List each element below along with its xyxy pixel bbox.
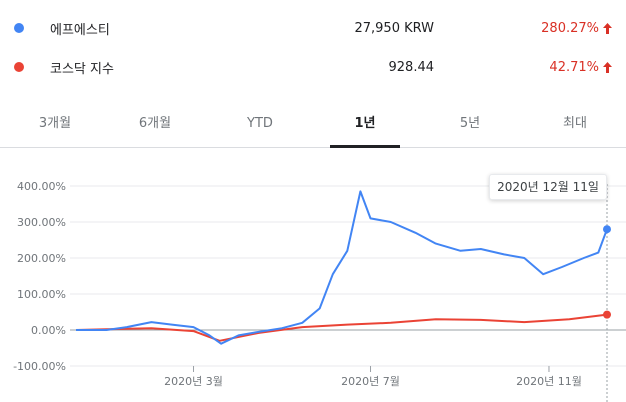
series-line bbox=[76, 190, 608, 345]
y-tick-label: 0.00% bbox=[31, 324, 66, 337]
tab-6-months[interactable]: 6개월 bbox=[138, 116, 172, 131]
x-tick-label: 2020년 3월 bbox=[164, 375, 223, 388]
series-value: 928.44 bbox=[388, 59, 435, 75]
arrow-up-icon bbox=[603, 22, 612, 34]
series-change: 42.71% bbox=[549, 60, 612, 75]
range-tabs: 3개월 6개월 YTD 1년 5년 최대 bbox=[0, 104, 626, 148]
y-tick-label: 100.00% bbox=[17, 288, 66, 301]
date-tooltip: 2020년 12월 11일 bbox=[489, 174, 607, 200]
series-name: 코스닥 지수 bbox=[50, 61, 114, 77]
legend-row-index: 코스닥 지수 928.44 42.71% bbox=[0, 53, 626, 81]
change-text: 42.71% bbox=[549, 59, 599, 75]
legend-row-stock: 에프에스티 27,950 KRW 280.27% bbox=[0, 14, 626, 42]
series-line bbox=[75, 313, 608, 342]
series-value: 27,950 KRW bbox=[354, 20, 434, 36]
y-tick-label: 200.00% bbox=[17, 252, 66, 265]
change-text: 280.27% bbox=[541, 20, 599, 36]
tab-3-months[interactable]: 3개월 bbox=[38, 116, 72, 131]
series-dot-icon bbox=[14, 23, 24, 33]
y-tick-label: 300.00% bbox=[17, 216, 66, 229]
series-end-point bbox=[603, 310, 611, 319]
series-dot-icon bbox=[14, 62, 24, 72]
y-tick-label: 400.00% bbox=[17, 180, 66, 193]
x-tick-label: 2020년 11월 bbox=[516, 375, 582, 388]
y-tick-label: -100.00% bbox=[13, 360, 66, 373]
line-chart[interactable]: 400.00% 300.00% 200.00% 100.00% 0.00% -100.00… bbox=[0, 150, 626, 402]
series-name: 에프에스티 bbox=[50, 22, 110, 38]
x-tick-label: 2020년 7월 bbox=[341, 375, 400, 388]
tab-ytd[interactable]: YTD bbox=[247, 116, 273, 131]
tab-5-years[interactable]: 5년 bbox=[459, 116, 481, 131]
series-change: 280.27% bbox=[541, 21, 612, 36]
tab-max[interactable]: 최대 bbox=[563, 116, 587, 131]
arrow-up-icon bbox=[603, 61, 612, 73]
tab-1-year[interactable]: 1년 bbox=[330, 104, 400, 148]
series-end-point bbox=[603, 225, 611, 234]
